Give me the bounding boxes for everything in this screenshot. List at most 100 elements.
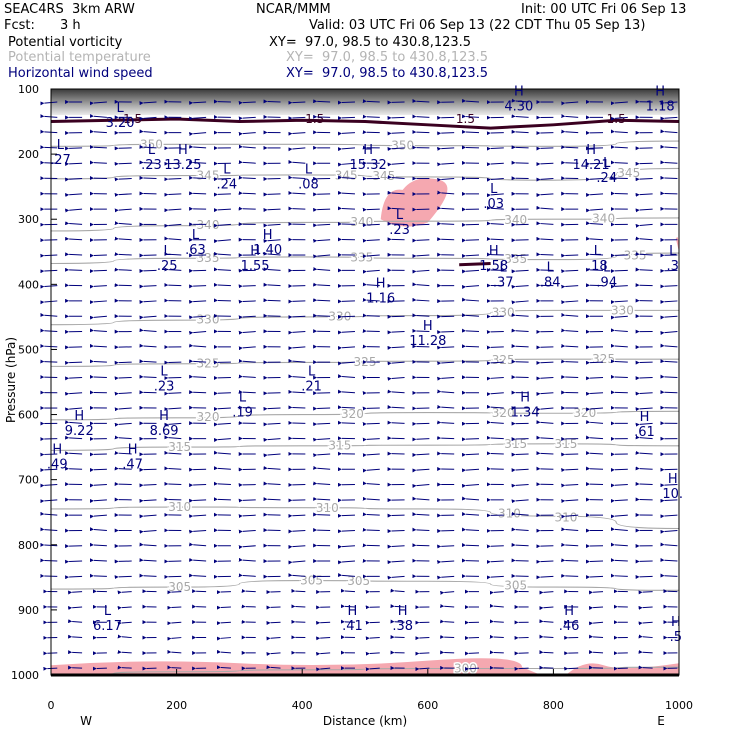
extremum-marker: H <box>671 615 681 630</box>
wind-vector <box>387 389 405 394</box>
wind-vector <box>263 406 281 411</box>
wind-vector <box>362 481 380 486</box>
wind-vector <box>238 191 256 196</box>
wind-vector <box>638 649 653 654</box>
wind-vector <box>189 101 207 106</box>
wind-vector <box>189 514 207 519</box>
extremum-marker: H <box>398 604 408 619</box>
extremum-marker: L <box>547 260 555 275</box>
extremum-value: .21 <box>301 379 322 394</box>
wind-vector <box>660 330 678 335</box>
wind-vector <box>486 404 504 409</box>
wind-vector <box>660 557 678 562</box>
wind-vector <box>164 251 182 256</box>
wind-vector <box>139 160 157 165</box>
wind-vector <box>337 345 355 350</box>
wind-vector <box>660 129 678 134</box>
wind-vector <box>337 405 355 410</box>
wind-vector <box>89 467 107 472</box>
theta-label: 320 <box>197 410 220 424</box>
wind-vector <box>164 450 182 455</box>
wind-vector <box>167 621 182 626</box>
wind-vector <box>511 98 529 103</box>
wind-vector <box>635 376 653 381</box>
wind-vector <box>585 420 604 424</box>
wind-vector <box>585 221 604 226</box>
wind-vector <box>216 665 231 670</box>
wind-vector <box>65 451 83 456</box>
extremum-marker: H <box>74 409 84 424</box>
wind-vector <box>511 542 529 547</box>
wind-vector <box>139 558 157 563</box>
theta-label: 340 <box>197 218 220 232</box>
wind-vector <box>437 544 455 549</box>
wind-vector <box>189 116 207 121</box>
wind-vector <box>213 267 231 272</box>
wind-vector <box>139 144 157 149</box>
wind-vector <box>561 269 579 274</box>
wind-vector <box>167 636 182 641</box>
extremum-marker: L <box>239 391 247 406</box>
wind-vector <box>539 619 554 624</box>
wind-vector <box>313 481 331 486</box>
wind-vector <box>511 527 529 532</box>
wind-vector <box>263 223 281 228</box>
wind-vector <box>340 588 355 593</box>
wind-vector <box>536 236 554 241</box>
wind-vector <box>412 297 430 302</box>
wind-vector <box>461 114 480 119</box>
field-theta-xy: XY= 97.0, 98.5 to 430.8,123.5 <box>286 50 489 65</box>
extremum-marker: H <box>564 604 574 619</box>
wind-vector <box>561 129 579 134</box>
wind-vector <box>585 466 604 471</box>
wind-vector <box>164 422 182 427</box>
wind-vector <box>486 345 504 350</box>
wind-vector <box>114 252 132 257</box>
wind-vector <box>89 483 107 488</box>
wind-vector <box>635 236 653 241</box>
wind-vector <box>189 498 207 503</box>
extremum-marker: L <box>669 244 677 259</box>
wind-vector <box>362 496 380 501</box>
wind-vector <box>635 466 653 471</box>
theta-label: 305 <box>504 578 527 592</box>
wind-vector <box>561 101 579 106</box>
wind-vector <box>337 560 355 565</box>
wind-vector <box>561 328 579 333</box>
wind-vector <box>337 389 355 394</box>
wind-vector <box>486 205 504 210</box>
wind-vector <box>164 223 182 228</box>
wind-vector <box>337 162 355 167</box>
wind-vector <box>288 573 306 578</box>
wind-vector <box>288 529 306 534</box>
wind-vector <box>139 101 157 106</box>
theta-label: 345 <box>617 166 640 180</box>
wind-vector <box>238 498 256 503</box>
wind-vector <box>585 252 604 257</box>
extremum-value: 4.30 <box>504 100 533 115</box>
wind-vector <box>415 651 430 656</box>
theta-label: 310 <box>316 501 339 515</box>
y-tick-label: 800 <box>18 539 39 552</box>
wind-vector <box>238 573 256 578</box>
wind-vector <box>213 466 231 471</box>
wind-vector <box>461 98 480 103</box>
extremum-value: 1.34 <box>511 406 540 421</box>
wind-vector <box>337 374 355 379</box>
wind-vector <box>412 496 430 501</box>
wind-vector <box>288 358 306 363</box>
wind-vector <box>337 330 355 335</box>
extremum-marker: L <box>148 143 156 158</box>
wind-vector <box>213 438 231 442</box>
wind-vector <box>68 634 83 639</box>
wind-vector <box>365 636 380 641</box>
wind-vector <box>114 391 132 396</box>
wind-vector <box>412 512 430 517</box>
extremum-marker: H <box>376 277 386 292</box>
wind-vector <box>415 667 430 672</box>
wind-vector <box>561 284 579 289</box>
wind-vector <box>238 116 256 121</box>
extremum-value: .47 <box>122 458 143 473</box>
wind-vector <box>313 453 331 458</box>
wind-vector <box>313 437 331 442</box>
